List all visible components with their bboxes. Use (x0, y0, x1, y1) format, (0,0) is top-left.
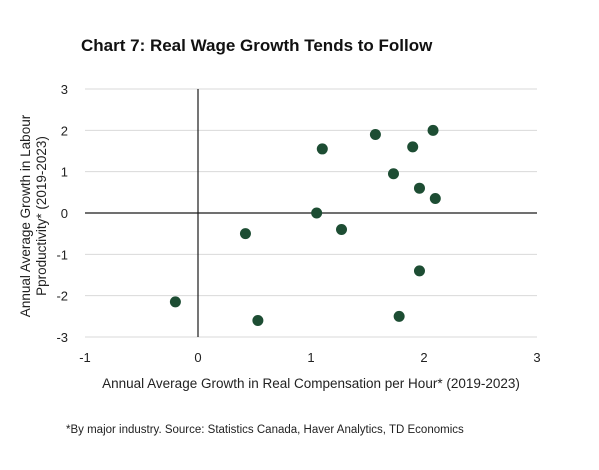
x-tick-label: 2 (420, 350, 427, 365)
data-point-14 (429, 193, 441, 205)
gridlines (85, 88, 537, 338)
x-tick-label: 3 (533, 350, 540, 365)
x-tick-label: -1 (79, 350, 91, 365)
y-tick-label: -3 (56, 330, 68, 345)
x-axis-label: Annual Average Growth in Real Compensati… (102, 376, 520, 391)
data-point-1 (169, 296, 181, 308)
y-axis-label-line-1: Annual Average Growth in Labour (18, 114, 33, 317)
data-point-2 (239, 228, 251, 240)
data-points (169, 124, 441, 326)
data-point-3 (252, 314, 264, 326)
data-point-5 (316, 143, 328, 155)
y-axis-label: Annual Average Growth in Labour Pproduct… (18, 114, 49, 317)
y-tick-label: -1 (56, 247, 68, 262)
data-point-13 (427, 124, 439, 136)
chart-title: Chart 7: Real Wage Growth Tends to Follo… (81, 36, 433, 55)
data-point-6 (336, 224, 348, 236)
x-tick-label: 0 (194, 350, 201, 365)
data-point-12 (413, 265, 425, 277)
axes (85, 89, 537, 337)
footnote: *By major industry. Source: Statistics C… (66, 424, 464, 436)
data-point-11 (413, 182, 425, 194)
y-tick-label: 1 (61, 165, 68, 180)
y-tick-label: -2 (56, 289, 68, 304)
y-tick-label: 2 (61, 123, 68, 138)
data-point-4 (311, 207, 323, 219)
data-point-7 (369, 128, 381, 140)
x-tick-label: 1 (307, 350, 314, 365)
data-point-8 (387, 168, 399, 180)
tick-labels: -3 -2 -1 0 1 2 3 -1 0 1 2 3 (56, 82, 540, 365)
data-point-9 (393, 310, 405, 322)
y-axis-label-line-2: Pproductivity* (2019-2023) (34, 136, 49, 296)
y-tick-label: 3 (61, 82, 68, 97)
y-tick-label: 0 (61, 206, 68, 221)
data-point-10 (407, 141, 419, 153)
